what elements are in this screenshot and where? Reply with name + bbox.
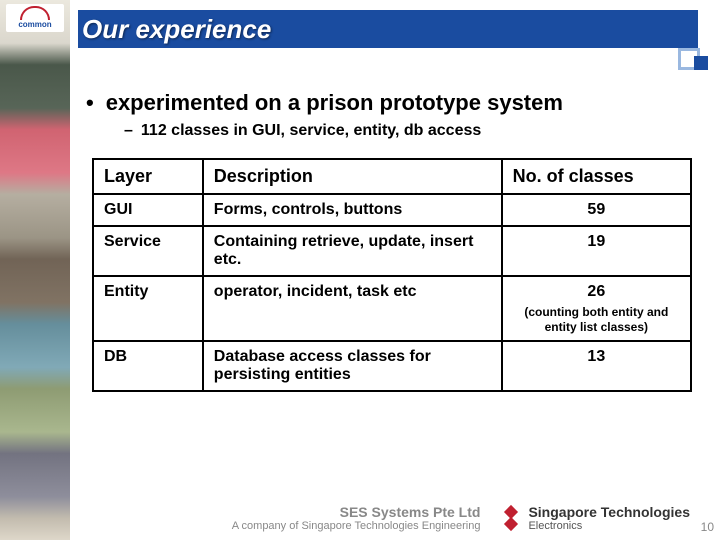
common-logo-text: common	[18, 20, 51, 29]
accent-square-inner	[694, 56, 708, 70]
cell-num: 59	[502, 194, 691, 226]
cell-num: 26 (counting both entity and entity list…	[502, 276, 691, 341]
cell-num-value: 26	[587, 283, 605, 300]
layers-table: Layer Description No. of classes GUI For…	[92, 158, 692, 392]
cell-desc: operator, incident, task etc	[203, 276, 502, 341]
sub-text: 112 classes in GUI, service, entity, db …	[141, 122, 481, 140]
ses-logo-sub: A company of Singapore Technologies Engi…	[232, 520, 481, 532]
st-logo-sub: Electronics	[528, 520, 690, 532]
st-logo-icon	[500, 507, 522, 529]
table-row: DB Database access classes for persistin…	[93, 341, 691, 391]
table-header-row: Layer Description No. of classes	[93, 159, 691, 194]
page-number: 10	[701, 520, 714, 534]
cell-desc: Database access classes for persisting e…	[203, 341, 502, 391]
sidebar-collage	[0, 0, 70, 540]
cell-layer: GUI	[93, 194, 203, 226]
cell-layer: DB	[93, 341, 203, 391]
cell-desc: Containing retrieve, update, insert etc.	[203, 226, 502, 276]
ses-logo: SES Systems Pte Ltd A company of Singapo…	[232, 505, 481, 532]
slide-title: Our experience	[82, 14, 271, 45]
th-layer: Layer	[93, 159, 203, 194]
cell-desc: Forms, controls, buttons	[203, 194, 502, 226]
cell-note: (counting both entity and entity list cl…	[513, 305, 680, 334]
cell-layer: Service	[93, 226, 203, 276]
th-num: No. of classes	[502, 159, 691, 194]
table-row: Entity operator, incident, task etc 26 (…	[93, 276, 691, 341]
footer-logos: SES Systems Pte Ltd A company of Singapo…	[232, 505, 690, 532]
st-logo-text: Singapore Technologies Electronics	[528, 505, 690, 532]
common-logo: common	[6, 4, 64, 32]
sub-bullet: – 112 classes in GUI, service, entity, d…	[124, 122, 696, 140]
cell-num: 13	[502, 341, 691, 391]
table-row: GUI Forms, controls, buttons 59	[93, 194, 691, 226]
st-logo: Singapore Technologies Electronics	[500, 505, 690, 532]
bullet-text: experimented on a prison prototype syste…	[106, 90, 563, 116]
content-area: • experimented on a prison prototype sys…	[86, 90, 696, 392]
main-bullet: • experimented on a prison prototype sys…	[86, 90, 696, 116]
st-logo-main: Singapore Technologies	[528, 505, 690, 520]
title-bar: Our experience	[78, 10, 698, 48]
ses-logo-main: SES Systems Pte Ltd	[232, 505, 481, 520]
cell-layer: Entity	[93, 276, 203, 341]
th-desc: Description	[203, 159, 502, 194]
bullet-dot: •	[86, 90, 94, 116]
sub-dash: –	[124, 122, 133, 140]
cell-num: 19	[502, 226, 691, 276]
table-row: Service Containing retrieve, update, ins…	[93, 226, 691, 276]
